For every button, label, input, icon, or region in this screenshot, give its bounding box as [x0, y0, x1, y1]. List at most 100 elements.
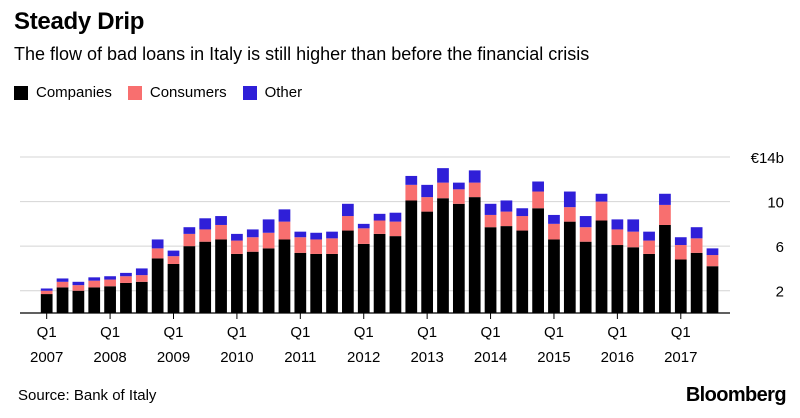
x-tick-label-year: 2008 — [93, 349, 126, 366]
bar-segment-companies — [484, 227, 497, 313]
x-tick-label-year: 2012 — [347, 349, 380, 366]
legend-swatch-consumers — [127, 85, 142, 100]
bar-segment-other — [627, 219, 640, 232]
bar-segment-consumers — [421, 197, 434, 212]
bar-segment-companies — [516, 230, 529, 313]
bar-segment-consumers — [452, 189, 465, 204]
bar-segment-other — [421, 184, 434, 198]
bar-segment-consumers — [484, 214, 497, 228]
bar-segment-other — [690, 227, 703, 239]
bar-segment-other — [659, 193, 671, 205]
bar-segment-companies — [246, 251, 259, 313]
legend-label-consumers: Consumers — [149, 84, 227, 101]
legend-label-other: Other — [264, 84, 303, 101]
bar-segment-companies — [215, 239, 227, 313]
legend-item-companies: Companies — [14, 84, 112, 101]
bar-segment-companies — [262, 248, 275, 313]
bar-segment-other — [215, 216, 227, 225]
bar-segment-consumers — [310, 239, 323, 254]
bar-segment-companies — [278, 239, 291, 313]
bar-segment-other — [278, 209, 291, 222]
bar-segment-companies — [421, 211, 434, 313]
bar-segment-consumers — [357, 228, 370, 244]
bar-segment-companies — [611, 245, 624, 313]
bar-segment-other — [40, 288, 53, 291]
x-tick-label-quarter: Q1 — [37, 324, 57, 341]
bar-segment-consumers — [72, 285, 85, 291]
x-tick-label-year: 2009 — [157, 349, 190, 366]
bar-segment-other — [151, 239, 164, 249]
bar-segment-companies — [183, 246, 196, 313]
bar-segment-consumers — [516, 216, 529, 231]
bar-segment-other — [357, 223, 370, 229]
x-tick-label-quarter: Q1 — [163, 324, 183, 341]
bar-segment-companies — [72, 290, 85, 313]
bar-segment-consumers — [548, 223, 560, 240]
bar-segment-other — [135, 268, 148, 276]
bar-segment-companies — [357, 243, 370, 313]
bar-segment-other — [405, 175, 418, 185]
bar-segment-consumers — [563, 207, 576, 222]
bar-segment-other — [342, 203, 354, 217]
bar-segment-other — [167, 250, 180, 257]
bar-segment-other — [104, 276, 116, 280]
bar-segment-consumers — [674, 245, 687, 260]
bar-segment-consumers — [706, 255, 719, 267]
bar-segment-consumers — [278, 221, 291, 240]
bar-segment-consumers — [231, 240, 243, 254]
bar-segment-other — [183, 227, 196, 234]
bar-segment-consumers — [167, 256, 180, 264]
bar-segment-consumers — [627, 231, 640, 248]
bar-segment-consumers — [151, 248, 164, 259]
bar-segment-other — [120, 272, 132, 277]
bar-segment-other — [611, 219, 624, 230]
bar-segment-companies — [659, 224, 671, 313]
bar-segment-consumers — [215, 224, 227, 240]
bar-segment-other — [452, 182, 465, 190]
x-tick-label-year: 2014 — [474, 349, 507, 366]
bar-segment-companies — [104, 286, 116, 313]
bar-segment-other — [437, 168, 449, 183]
bar-segment-consumers — [199, 229, 212, 242]
bar-segment-consumers — [88, 280, 101, 288]
bar-segment-consumers — [437, 182, 449, 199]
bar-segment-companies — [231, 253, 243, 313]
x-tick-label-year: 2013 — [410, 349, 443, 366]
bar-segment-consumers — [294, 237, 307, 253]
bar-segment-other — [516, 208, 529, 217]
bar-segment-companies — [199, 241, 212, 313]
bar-segment-consumers — [532, 191, 544, 209]
x-tick-label-quarter: Q1 — [227, 324, 247, 341]
bar-segment-other — [548, 214, 560, 224]
bar-segment-consumers — [595, 201, 608, 221]
x-tick-label-quarter: Q1 — [290, 324, 310, 341]
x-tick-label-quarter: Q1 — [100, 324, 120, 341]
chart-subtitle: The flow of bad loans in Italy is still … — [14, 44, 590, 64]
bar-segment-companies — [88, 287, 101, 313]
y-tick-label: 2 — [776, 284, 784, 301]
bar-segment-companies — [468, 197, 481, 313]
x-tick-label-year: 2015 — [537, 349, 570, 366]
bar-segment-consumers — [389, 221, 402, 237]
bar-segment-other — [294, 231, 307, 238]
bar-segment-companies — [373, 233, 386, 313]
bar-segment-other — [310, 232, 323, 240]
bar-segment-consumers — [373, 220, 386, 234]
x-tick-label-year: 2016 — [601, 349, 634, 366]
bar-segment-companies — [548, 239, 560, 313]
bar-segment-companies — [151, 258, 164, 313]
bar-segment-companies — [532, 208, 544, 313]
bar-segment-companies — [56, 287, 69, 313]
x-tick-label-quarter: Q1 — [607, 324, 627, 341]
bar-segment-companies — [167, 263, 180, 313]
bar-segment-other — [706, 248, 719, 256]
legend-swatch-other — [242, 85, 257, 100]
bar-segment-other — [246, 229, 259, 238]
bar-segment-consumers — [40, 290, 53, 295]
bar-segment-other — [595, 193, 608, 202]
bar-segment-companies — [579, 241, 592, 313]
bar-segment-other — [579, 216, 592, 228]
bar-segment-other — [674, 237, 687, 246]
legend-swatch-companies — [14, 85, 28, 100]
